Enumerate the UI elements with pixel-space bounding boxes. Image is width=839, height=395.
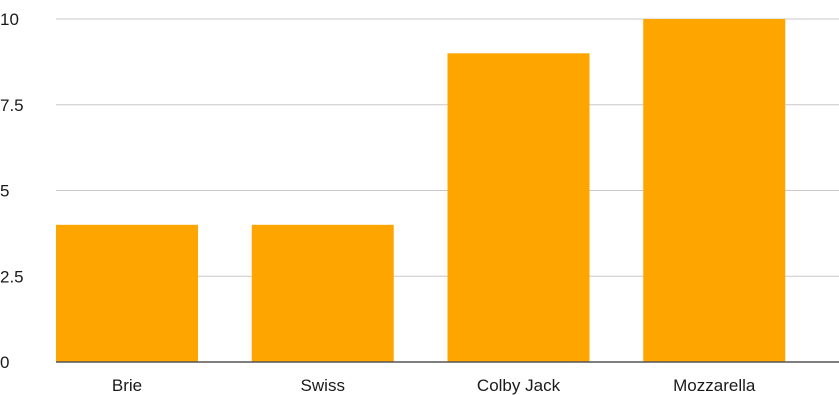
x-axis-category-labels: Brie Swiss Colby Jack Mozzarella	[112, 376, 756, 395]
y-tick-label: 10	[0, 10, 19, 29]
bar-swiss	[251, 224, 394, 362]
y-tick-label: 0	[0, 353, 9, 372]
y-tick-label: 7.5	[0, 96, 24, 115]
y-axis-tick-labels: 0 2.5 5 7.5 10	[0, 10, 24, 372]
y-tick-label: 5	[0, 182, 9, 201]
x-category-label: Colby Jack	[477, 376, 561, 395]
x-category-label: Swiss	[301, 376, 345, 395]
y-tick-label: 2.5	[0, 267, 24, 286]
bars	[56, 19, 786, 363]
bar-colby-jack	[447, 53, 590, 363]
bar-brie	[56, 224, 198, 362]
x-category-label: Brie	[112, 376, 142, 395]
x-category-label: Mozzarella	[673, 376, 756, 395]
bar-mozzarella	[643, 19, 786, 362]
